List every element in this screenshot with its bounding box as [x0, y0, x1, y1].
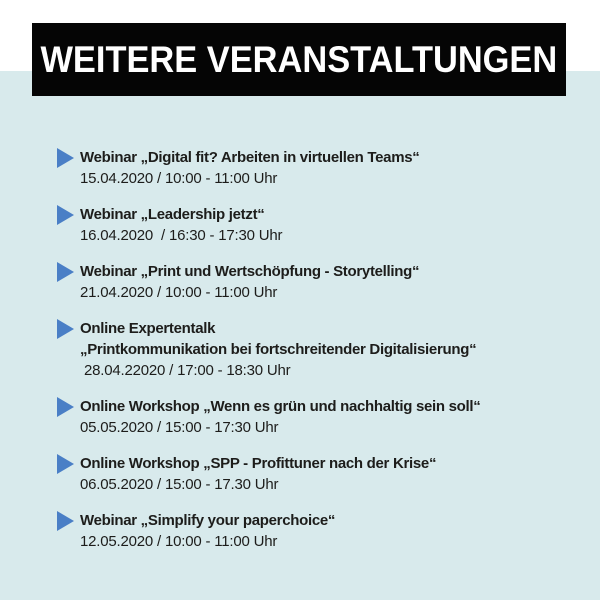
event-item: Webinar „Leadership jetzt“ 16.04.2020 / …	[57, 204, 567, 246]
event-text: Webinar „Simplify your paperchoice“ 12.0…	[80, 510, 335, 552]
event-text: Online Workshop „SPP - Profittuner nach …	[80, 453, 436, 495]
header-banner: WEITERE VERANSTALTUNGEN	[32, 23, 566, 96]
event-text: Online Expertentalk „Printkommunikation b…	[80, 318, 477, 381]
event-item: Online Workshop „Wenn es grün und nachha…	[57, 396, 567, 438]
event-item: Webinar „Simplify your paperchoice“ 12.0…	[57, 510, 567, 552]
event-item: Online Expertentalk „Printkommunikation b…	[57, 318, 567, 381]
event-item: Webinar „Digital fit? Arbeiten in virtue…	[57, 147, 567, 189]
event-datetime: 21.04.2020 / 10:00 - 11:00 Uhr	[80, 284, 278, 301]
event-text: Webinar „Digital fit? Arbeiten in virtue…	[80, 147, 420, 189]
triangle-right-icon	[57, 205, 74, 225]
triangle-right-icon	[57, 319, 74, 339]
event-title: Online Workshop „SPP - Profittuner nach …	[80, 453, 436, 474]
event-title: Online Workshop „Wenn es grün und nachha…	[80, 396, 481, 417]
triangle-right-icon	[57, 397, 74, 417]
event-item: Webinar „Print und Wertschöpfung - Story…	[57, 261, 567, 303]
event-datetime: 05.05.2020 / 15:00 - 17:30 Uhr	[80, 419, 279, 436]
event-text: Online Workshop „Wenn es grün und nachha…	[80, 396, 481, 438]
event-datetime: 16.04.2020 / 16:30 - 17:30 Uhr	[80, 227, 283, 244]
event-title-line: Online Workshop „SPP - Profittuner nach …	[80, 455, 437, 472]
page-title: WEITERE VERANSTALTUNGEN	[40, 38, 558, 80]
event-title: Webinar „Print und Wertschöpfung - Story…	[80, 261, 420, 282]
triangle-right-icon	[57, 148, 74, 168]
event-title: Webinar „Digital fit? Arbeiten in virtue…	[80, 147, 420, 168]
event-item: Online Workshop „SPP - Profittuner nach …	[57, 453, 567, 495]
event-title-line: Webinar „Digital fit? Arbeiten in virtue…	[80, 149, 420, 166]
triangle-right-icon	[57, 262, 74, 282]
triangle-right-icon	[57, 454, 74, 474]
event-title-line: Webinar „Simplify your paperchoice“	[80, 512, 336, 529]
event-title-line: Online Workshop „Wenn es grün und nachha…	[80, 398, 481, 415]
event-title-line: „Printkommunikation bei fortschreitender…	[80, 341, 477, 358]
triangle-right-icon	[57, 511, 74, 531]
event-text: Webinar „Print und Wertschöpfung - Story…	[80, 261, 420, 303]
event-text: Webinar „Leadership jetzt“ 16.04.2020 / …	[80, 204, 282, 246]
event-title: Online Expertentalk „Printkommunikation b…	[80, 318, 477, 360]
event-title-line: Online Expertentalk	[80, 320, 216, 337]
event-title: Webinar „Leadership jetzt“	[80, 204, 282, 225]
event-datetime: 12.05.2020 / 10:00 - 11:00 Uhr	[80, 533, 278, 550]
event-datetime: 15.04.2020 / 10:00 - 11:00 Uhr	[80, 170, 278, 187]
event-title: Webinar „Simplify your paperchoice“	[80, 510, 335, 531]
events-list: Webinar „Digital fit? Arbeiten in virtue…	[57, 147, 567, 567]
event-datetime: 06.05.2020 / 15:00 - 17.30 Uhr	[80, 476, 279, 493]
event-title-line: Webinar „Leadership jetzt“	[80, 206, 265, 223]
event-title-line: Webinar „Print und Wertschöpfung - Story…	[80, 263, 420, 280]
event-datetime: 28.04.22020 / 17:00 - 18:30 Uhr	[80, 362, 291, 379]
